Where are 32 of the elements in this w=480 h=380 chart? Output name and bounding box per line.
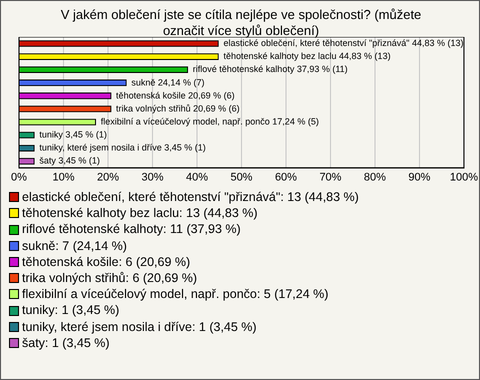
x-tick-label: 0% <box>11 171 28 184</box>
category-label: sukně 24,14 % (7) <box>131 77 204 88</box>
category-label: šaty 3,45 % (1) <box>39 156 100 166</box>
x-tick-label: 40% <box>186 171 208 184</box>
category-label: elastické oblečení, které těhotenství "přiznává" 44,83 % (13) <box>223 38 464 48</box>
category-label: těhotenská košile 20,69 % (6) <box>116 90 235 100</box>
category-label: flexibilní a víceúčelový model, např. pončo: 5 (17,24 %) <box>22 287 328 302</box>
category-label: šaty: 1 (3,45 %) <box>22 336 110 350</box>
category-label: trika volných střihů 20,69 % (6) <box>116 103 240 114</box>
x-tick-label: 30% <box>141 171 164 184</box>
category-label: tuniky: 1 (3,45 %) <box>22 303 120 318</box>
x-tick-label: 90% <box>408 171 431 184</box>
x-tick-label: 20% <box>96 171 120 184</box>
category-label: riflové těhotenské kalhoty 37,93 % (11) <box>192 64 348 74</box>
x-tick-label: 50% <box>230 171 253 184</box>
chart-title: V jakém oblečení jste se cítila nejlépe ve společnosti? (můžete označit více stylů oblečení) <box>60 7 422 39</box>
category-label: riflové těhotenské kalhoty: 11 (37,93 %) <box>22 222 241 236</box>
category-label: flexibilní a víceúčelový model, např. pončo 17,24 % (5) <box>100 116 319 127</box>
x-tick-label: 100% <box>450 171 478 184</box>
x-tick-label: 70% <box>319 171 342 184</box>
category-label: těhotenské kalhoty bez laclu 44,83 % (13) <box>223 51 391 62</box>
category-label: těhotenská košile: 6 (20,69 %) <box>22 254 190 269</box>
x-tick-label: 80% <box>364 171 386 184</box>
category-label: elastické oblečení, které těhotenství "přiznává": 13 (44,83 %) <box>22 190 359 204</box>
category-label: tuniky, které jsem nosila i dříve: 1 (3,45 %) <box>22 320 257 334</box>
category-label: tuniky 3,45 % (1) <box>39 130 107 140</box>
category-label: trika volných střihů: 6 (20,69 %) <box>22 271 198 286</box>
category-label: těhotenské kalhoty bez laclu: 13 (44,83 %) <box>22 206 258 220</box>
category-label: sukně: 7 (24,14 %) <box>22 238 127 253</box>
x-tick-label: 60% <box>274 171 298 184</box>
category-label: tuniky, které jsem nosila i dříve 3,45 % (1) <box>39 142 206 153</box>
x-tick-label: 10% <box>52 171 75 184</box>
